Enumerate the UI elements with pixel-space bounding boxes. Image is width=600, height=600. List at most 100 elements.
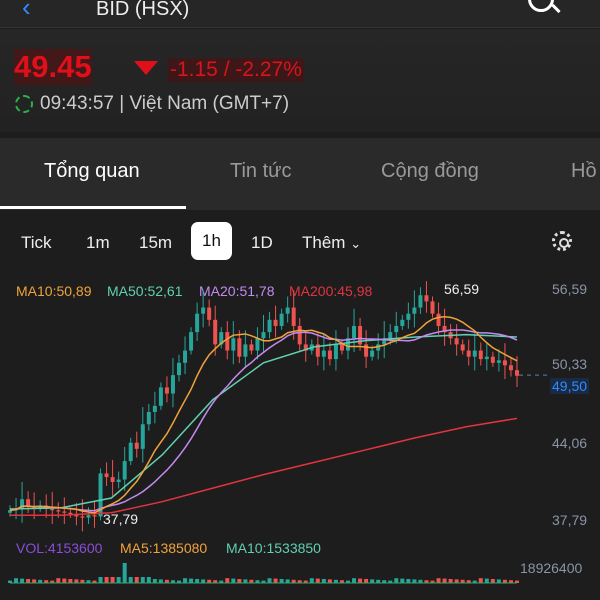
timeframe-tick[interactable]: Tick xyxy=(21,233,52,252)
candle xyxy=(56,510,61,512)
volume-bar xyxy=(358,578,363,583)
tab-bar: Tổng quan Tin tức Cộng đồng Hồ xyxy=(0,138,600,210)
volume-bar xyxy=(44,580,49,583)
volume-bar xyxy=(225,578,230,583)
tab-overview[interactable]: Tổng quan xyxy=(44,160,140,182)
volume-bar xyxy=(201,579,206,583)
volume-bar xyxy=(38,579,43,583)
volume-bar xyxy=(490,579,495,583)
volume-bar xyxy=(484,578,489,583)
clock-icon xyxy=(15,95,33,113)
candle xyxy=(321,350,326,357)
candle xyxy=(158,387,163,406)
candle xyxy=(86,515,91,518)
tab-community[interactable]: Cộng đồng xyxy=(381,160,479,182)
ma20-line xyxy=(9,329,518,512)
volume-bar xyxy=(303,580,308,583)
candle xyxy=(484,356,489,360)
more-label: Thêm xyxy=(302,233,346,252)
candle xyxy=(442,325,447,333)
volume-bar xyxy=(515,580,519,583)
candle xyxy=(358,325,363,345)
timeframe-1h[interactable]: 1h xyxy=(191,222,232,260)
candle xyxy=(110,477,115,483)
gear-icon[interactable] xyxy=(552,231,572,251)
candle xyxy=(261,332,266,339)
volume-bar xyxy=(273,578,278,583)
volume-legend: VOL:4153600 xyxy=(16,540,103,556)
candle xyxy=(152,405,157,412)
chevron-left-icon[interactable]: ‹ xyxy=(22,0,31,22)
volume-bar xyxy=(14,578,19,583)
volume-bar xyxy=(164,579,169,583)
volume-bar xyxy=(74,579,79,583)
tab-more[interactable]: Hồ xyxy=(571,160,597,182)
candle xyxy=(237,338,242,357)
volume-bar xyxy=(418,579,423,583)
y-tick: 44,06 xyxy=(552,435,588,451)
tab-news[interactable]: Tin tức xyxy=(230,160,292,182)
candle xyxy=(170,375,175,394)
timeframe-1d[interactable]: 1D xyxy=(251,233,273,252)
candle xyxy=(376,344,381,351)
ma200-line xyxy=(10,417,518,516)
y-tick: 56,59 xyxy=(552,281,588,297)
volume-bar xyxy=(478,578,483,583)
candle xyxy=(249,344,254,351)
active-tab-indicator xyxy=(0,206,186,209)
volume-bar xyxy=(32,579,37,583)
volume-bar xyxy=(454,579,459,583)
quote-panel: 49.45 -1.15 / -2.27% 09:43:57 | Việt Nam… xyxy=(0,29,600,132)
candle xyxy=(346,338,350,351)
volume-bar xyxy=(62,578,67,583)
candle xyxy=(478,350,483,360)
candle xyxy=(352,325,357,339)
ma10-line xyxy=(9,315,518,514)
volume-bar xyxy=(158,579,163,583)
volume-bar xyxy=(20,578,25,583)
volume-ma10-legend: MA10:1533850 xyxy=(226,540,321,556)
volume-bar xyxy=(352,578,357,583)
volume-bar xyxy=(152,579,157,583)
volume-bar xyxy=(80,579,85,583)
candle xyxy=(225,332,230,351)
candle xyxy=(207,307,212,320)
page-title: BID (HSX) xyxy=(96,0,190,20)
timeframe-1m[interactable]: 1m xyxy=(86,233,110,252)
volume-bar xyxy=(255,580,260,583)
candle xyxy=(255,338,260,351)
candle xyxy=(285,307,290,314)
y-tick: 37,79 xyxy=(552,512,588,528)
candle xyxy=(98,473,103,517)
candle xyxy=(74,513,79,517)
candle xyxy=(424,295,429,302)
candle xyxy=(406,313,411,320)
candle xyxy=(412,307,417,314)
search-icon[interactable] xyxy=(528,0,554,12)
volume-bar xyxy=(183,578,188,583)
timeframe-15m[interactable]: 15m xyxy=(139,233,173,252)
candle xyxy=(134,442,139,449)
candle xyxy=(20,499,25,510)
volume-bar xyxy=(339,580,344,583)
candle xyxy=(327,350,332,360)
volume-bar xyxy=(249,579,254,583)
volume-bar xyxy=(8,580,12,583)
candle xyxy=(267,319,272,333)
volume-bar xyxy=(261,580,266,583)
candle xyxy=(26,499,31,507)
candle xyxy=(219,332,224,345)
candle xyxy=(418,295,423,308)
volume-bar xyxy=(231,578,236,583)
volume-bar xyxy=(424,580,429,583)
candle xyxy=(68,512,73,514)
ma50-line xyxy=(9,333,518,510)
volume-bar xyxy=(412,579,417,583)
volume-ma5-legend: MA5:1385080 xyxy=(120,540,208,556)
candle xyxy=(364,344,369,357)
volume-bar xyxy=(466,580,471,583)
volume-bar xyxy=(333,579,338,583)
timeframe-more[interactable]: Thêm ⌄ xyxy=(302,233,361,253)
volume-bar xyxy=(442,578,447,583)
